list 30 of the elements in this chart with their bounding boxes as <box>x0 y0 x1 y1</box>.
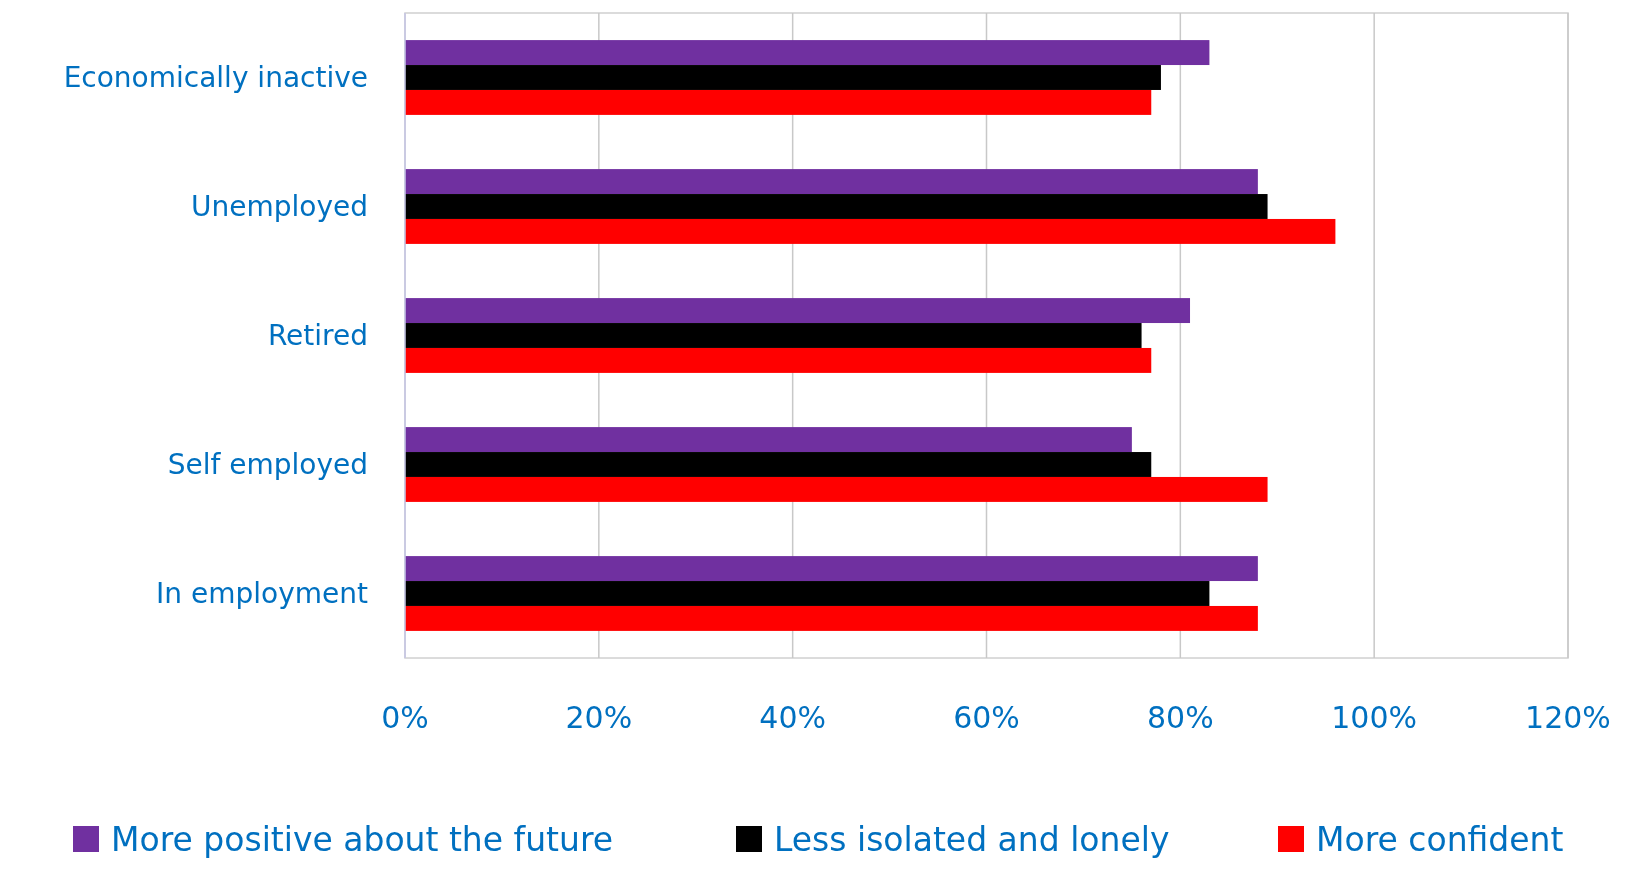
bar <box>405 476 1268 502</box>
bar <box>405 581 1210 606</box>
bar <box>405 218 1336 244</box>
bar <box>405 298 1191 324</box>
bar <box>405 605 1258 631</box>
bar <box>405 427 1132 453</box>
legend-label: More confident <box>1316 819 1564 859</box>
legend-label: More positive about the future <box>111 819 614 859</box>
bar <box>405 347 1152 373</box>
bar <box>405 89 1152 115</box>
bar <box>405 169 1258 195</box>
y-tick-label: Retired <box>267 319 368 353</box>
bar <box>405 65 1161 90</box>
x-tick-label: 0% <box>381 700 429 735</box>
x-tick-label: 60% <box>953 700 1020 735</box>
y-tick-label: In employment <box>156 577 369 611</box>
bar <box>405 194 1268 219</box>
y-tick-label: Self employed <box>167 448 368 482</box>
bar <box>405 556 1258 582</box>
x-tick-label: 80% <box>1146 700 1214 735</box>
bar <box>405 452 1152 477</box>
x-tick-label: 120% <box>1525 700 1611 735</box>
x-tick-label: 40% <box>759 700 827 735</box>
bar <box>405 323 1142 348</box>
legend-label: Less isolated and lonely <box>774 819 1170 859</box>
x-tick-label: 20% <box>565 700 633 735</box>
y-tick-label: Unemployed <box>191 190 368 224</box>
x-tick-label: 100% <box>1331 700 1418 735</box>
bar <box>405 40 1210 66</box>
y-tick-label: Economically inactive <box>63 61 368 95</box>
